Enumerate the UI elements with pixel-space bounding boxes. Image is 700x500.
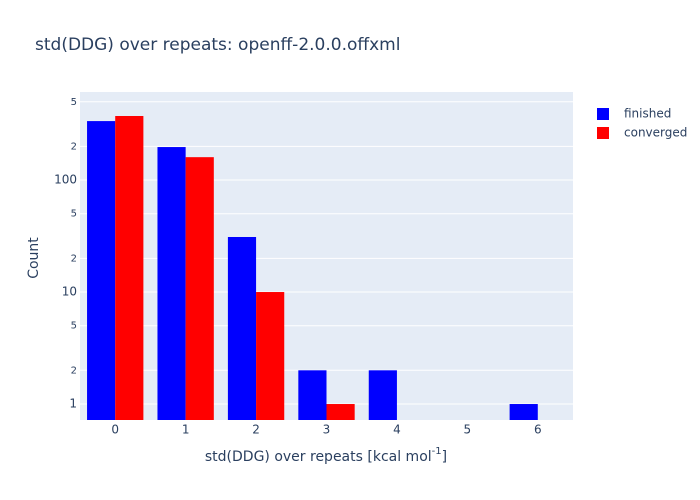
y-tick-label: 10: [62, 285, 77, 299]
x-tick-label: 4: [393, 423, 401, 437]
y-tick-label: 2: [71, 253, 77, 264]
bar: [227, 236, 257, 420]
x-tick-label: 5: [464, 423, 472, 437]
bar: [185, 157, 214, 420]
y-tick-label: 5: [71, 321, 77, 332]
bar: [115, 116, 144, 421]
y-tick-label: 5: [71, 97, 77, 108]
x-label-superscript: -1: [432, 446, 442, 457]
y-tick-label: 100: [54, 173, 77, 187]
x-label-main: std(DDG) over repeats [kcal mol: [205, 449, 432, 465]
x-tick-label: 2: [252, 423, 260, 437]
x-axis-label: std(DDG) over repeats [kcal mol-1]: [205, 446, 447, 465]
bar: [368, 370, 397, 420]
x-tick-label: 3: [323, 423, 331, 437]
bar: [157, 147, 186, 420]
bar: [87, 121, 116, 420]
y-tick-label: 1: [69, 397, 77, 411]
x-tick-label: 6: [534, 423, 542, 437]
bar: [326, 404, 355, 420]
x-label-suffix: ]: [442, 449, 447, 465]
legend-label: finished: [624, 107, 671, 121]
x-tick-label: 0: [111, 423, 119, 437]
bar: [256, 292, 285, 420]
bar: [298, 370, 327, 420]
y-axis-label: Count: [26, 237, 42, 279]
y-tick-label: 5: [71, 209, 77, 220]
y-tick-label: 2: [71, 141, 77, 152]
legend-swatch: [597, 108, 609, 120]
legend-label: converged: [624, 126, 687, 140]
x-tick-label: 1: [182, 423, 190, 437]
legend-swatch: [597, 127, 609, 139]
bar: [509, 404, 538, 420]
chart-title: std(DDG) over repeats: openff-2.0.0.offx…: [35, 35, 400, 55]
y-tick-label: 2: [71, 365, 77, 376]
